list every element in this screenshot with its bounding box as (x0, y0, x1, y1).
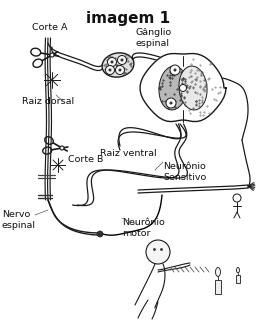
Circle shape (109, 68, 112, 72)
Text: Corte B: Corte B (68, 155, 103, 164)
Text: Neurônio
Sensitivo: Neurônio Sensitivo (163, 162, 206, 182)
Circle shape (170, 65, 180, 75)
Text: Neurônio
motor: Neurônio motor (122, 218, 165, 238)
Circle shape (111, 60, 113, 64)
Circle shape (50, 53, 54, 57)
Ellipse shape (216, 267, 220, 276)
Circle shape (121, 58, 123, 62)
Circle shape (174, 68, 176, 72)
Circle shape (97, 231, 103, 237)
Polygon shape (140, 54, 226, 122)
Text: Raiz ventral: Raiz ventral (100, 149, 157, 158)
Circle shape (105, 65, 114, 74)
Text: Nervo
espinal: Nervo espinal (2, 210, 36, 230)
Bar (215, 280, 221, 294)
Ellipse shape (179, 66, 207, 110)
Circle shape (118, 56, 126, 65)
Circle shape (166, 98, 176, 108)
Bar (236, 275, 240, 283)
Text: Corte A: Corte A (32, 23, 68, 32)
Text: Gânglio
espinal: Gânglio espinal (136, 28, 172, 48)
Circle shape (115, 65, 124, 74)
Ellipse shape (159, 66, 187, 110)
Circle shape (108, 57, 116, 66)
Circle shape (179, 84, 187, 91)
Circle shape (146, 240, 170, 264)
Ellipse shape (237, 267, 240, 273)
Circle shape (169, 101, 173, 105)
Text: Raiz dorsal: Raiz dorsal (22, 98, 74, 107)
Text: imagem 1: imagem 1 (86, 11, 170, 26)
Circle shape (60, 146, 64, 150)
Circle shape (119, 68, 122, 72)
Ellipse shape (102, 53, 134, 77)
